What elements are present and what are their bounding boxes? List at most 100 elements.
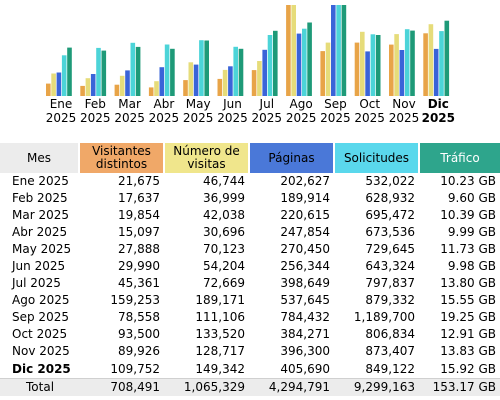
- bar-hits: [439, 31, 444, 96]
- cell-pages: 396,300: [280, 344, 330, 359]
- bar-hits: [404, 29, 410, 96]
- cell-pages: 398,649: [280, 276, 330, 291]
- bar-bandwidth: [170, 48, 175, 96]
- bar-pages: [193, 64, 199, 96]
- total-pages: 4,294,791: [249, 377, 334, 396]
- cell-bandwidth: 12.91 GB: [440, 327, 496, 342]
- month-label: Mar 2025: [112, 97, 148, 125]
- bar-pages: [262, 49, 267, 96]
- month-year: 2025: [182, 111, 214, 125]
- month-year: 2025: [354, 111, 385, 125]
- month-year: 2025: [114, 111, 145, 125]
- bar-bandwidth: [410, 30, 415, 96]
- bar-visitors: [183, 80, 188, 96]
- header-visitors: Visitantes distintos: [78, 143, 164, 173]
- cell-bandwidth: 13.83 GB: [440, 344, 496, 359]
- cell-pages: 256,344: [280, 259, 330, 274]
- cell-hits: 695,472: [365, 208, 415, 223]
- cell-visitors: 21,675: [118, 174, 160, 189]
- bar-visitors: [286, 5, 291, 96]
- bar-visits: [360, 31, 365, 96]
- cell-bandwidth: 13.80 GB: [440, 276, 496, 291]
- header-hits: Solicitudes: [333, 143, 419, 173]
- table-row: Nov 2025 89,926 128,717 396,300 873,407 13.83…: [0, 343, 500, 360]
- bar-pages: [228, 66, 233, 96]
- header-visits: Número de visitas: [163, 143, 249, 173]
- month-year: 2025: [148, 111, 180, 125]
- cell-pages: 405,690: [280, 361, 330, 376]
- cell-visitors: 15,097: [118, 225, 160, 240]
- bar-visitors: [389, 44, 394, 96]
- cell-visitors: 27,888: [118, 242, 160, 257]
- bar-visitors: [114, 84, 120, 96]
- bar-pages: [365, 51, 370, 96]
- cell-pages: 220,615: [280, 208, 330, 223]
- cell-visits: 111,106: [195, 310, 245, 325]
- cell-month: Mar 2025: [12, 208, 69, 223]
- cell-hits: 879,332: [365, 293, 415, 308]
- month-name: May: [185, 97, 211, 111]
- bar-hits: [96, 47, 101, 96]
- bar-pages: [433, 48, 439, 96]
- cell-month: Abr 2025: [12, 225, 68, 240]
- bar-hits: [130, 42, 136, 96]
- month-label: Dic 2025: [420, 97, 456, 125]
- table-row: Mar 2025 19,854 42,038 220,615 695,472 10.39 …: [0, 207, 500, 224]
- cell-pages: 189,914: [280, 191, 330, 206]
- cell-visits: 36,999: [203, 191, 245, 206]
- bar-hits: [370, 34, 376, 96]
- bar-visits: [394, 34, 399, 96]
- cell-month: Ago 2025: [12, 293, 70, 308]
- total-hits: 9,299,163: [334, 377, 419, 396]
- month-label: Sep 2025: [317, 97, 353, 125]
- bar-visitors: [251, 70, 257, 96]
- bar-pages: [125, 70, 130, 96]
- cell-hits: 797,837: [365, 276, 415, 291]
- bar-hits: [233, 46, 238, 96]
- cell-hits: 1,189,700: [353, 310, 415, 325]
- cell-visits: 42,038: [203, 208, 245, 223]
- cell-visitors: 109,752: [110, 361, 160, 376]
- month-label: Jun 2025: [215, 97, 251, 125]
- month-year: 2025: [251, 111, 283, 125]
- bar-visitors: [217, 78, 223, 96]
- cell-hits: 729,645: [365, 242, 415, 257]
- table-row: Feb 2025 17,637 36,999 189,914 628,932 9.60 G…: [0, 190, 500, 207]
- month-year: 2025: [45, 111, 77, 125]
- bar-hits: [267, 35, 273, 96]
- bar-pages: [90, 74, 96, 96]
- table-row: May 2025 27,888 70,123 270,450 729,645 11.73 …: [0, 241, 500, 258]
- cell-visitors: 45,361: [118, 276, 160, 291]
- cell-hits: 673,536: [365, 225, 415, 240]
- month-name: Mar: [118, 97, 141, 111]
- cell-month: May 2025: [12, 242, 72, 257]
- cell-month: Jun 2025: [12, 259, 66, 274]
- bar-visits: [428, 24, 434, 96]
- month-year: 2025: [320, 111, 351, 125]
- table-row: Sep 2025 78,558 111,106 784,432 1,189,700 19.…: [0, 309, 500, 326]
- bar-visitors: [423, 33, 428, 96]
- month-label: Jul 2025: [249, 97, 285, 125]
- bar-pages: [159, 67, 165, 96]
- cell-pages: 384,271: [280, 327, 330, 342]
- cell-visits: 133,520: [195, 327, 245, 342]
- bar-visits: [51, 73, 56, 96]
- month-name: Ago: [289, 97, 313, 111]
- bar-hits: [199, 40, 204, 96]
- table-row: Ago 2025 159,253 189,171 537,645 879,332 15.5…: [0, 292, 500, 309]
- table-row: Jul 2025 45,361 72,669 398,649 797,837 13.80 …: [0, 275, 500, 292]
- bar-bandwidth: [204, 40, 209, 96]
- month-label: Oct 2025: [352, 97, 388, 125]
- bar-visitors: [46, 83, 51, 96]
- cell-visits: 149,342: [195, 361, 245, 376]
- cell-month: Feb 2025: [12, 191, 68, 206]
- month-name: Dic: [427, 97, 449, 111]
- bar-bandwidth: [101, 50, 107, 96]
- cell-pages: 537,645: [280, 293, 330, 308]
- month-name: Jul: [259, 97, 275, 111]
- cell-pages: 247,854: [280, 225, 330, 240]
- bar-pages: [331, 5, 336, 96]
- month-name: Jun: [223, 97, 242, 111]
- cell-bandwidth: 15.55 GB: [440, 293, 496, 308]
- cell-visits: 54,204: [203, 259, 245, 274]
